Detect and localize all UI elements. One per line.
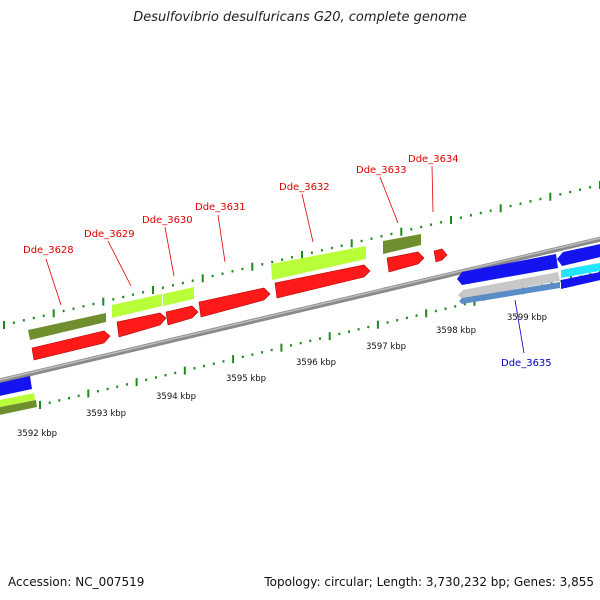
gene-block-cyan[interactable] — [561, 262, 600, 278]
gene-block-lime[interactable] — [163, 287, 194, 306]
gene-block-blue[interactable] — [561, 271, 600, 289]
gene-arrow-red[interactable] — [433, 248, 448, 263]
kbp-label: 3595 kbp — [226, 374, 266, 384]
reverse-strand-features — [0, 243, 600, 416]
kbp-label: 3597 kbp — [366, 342, 406, 352]
gene-label-dde-3635[interactable]: Dde_3635 — [501, 358, 552, 369]
gene-block-olive[interactable] — [28, 313, 106, 340]
gene-arrow-red[interactable] — [116, 312, 167, 338]
gene-label-dde-3628[interactable]: Dde_3628 — [23, 245, 74, 256]
gene-block-olive[interactable] — [383, 234, 421, 254]
gene-arrow-red[interactable] — [274, 264, 371, 299]
gene-block-lime[interactable] — [0, 393, 35, 408]
genome-backbone-highlight — [0, 237, 600, 381]
gene-arrow-red[interactable] — [386, 251, 425, 273]
kbp-scale-labels: 3592 kbp 3593 kbp 3594 kbp 3595 kbp 3596… — [17, 313, 547, 439]
kbp-label: 3596 kbp — [296, 358, 336, 368]
gene-block-blue[interactable] — [0, 376, 32, 397]
gene-arrow-grey[interactable] — [458, 272, 560, 299]
gene-arrow-steel[interactable] — [459, 282, 560, 304]
gene-label-dde-3631[interactable]: Dde_3631 — [195, 202, 246, 213]
gene-label-dde-3634[interactable]: Dde_3634 — [408, 154, 459, 165]
forward-strand-features — [28, 234, 448, 361]
kbp-label: 3592 kbp — [17, 429, 57, 439]
gene-label-dde-3632[interactable]: Dde_3632 — [279, 182, 330, 193]
label-leaders — [45, 165, 434, 306]
gene-block-lime[interactable] — [112, 294, 162, 318]
kbp-label: 3599 kbp — [507, 313, 547, 323]
kbp-label: 3598 kbp — [436, 326, 476, 336]
gene-arrow-red[interactable] — [165, 305, 199, 326]
gene-label-dde-3629[interactable]: Dde_3629 — [84, 229, 135, 240]
accession-text: Accession: NC_007519 — [8, 575, 145, 589]
kbp-label: 3594 kbp — [156, 392, 196, 402]
map-title: Desulfovibrio desulfuricans G20, complet… — [133, 10, 467, 25]
gene-labels: Dde_3628 Dde_3629 Dde_3630 Dde_3631 Dde_… — [23, 154, 552, 369]
outer-tick-ring — [3, 181, 600, 329]
gene-arrow-red[interactable] — [31, 330, 111, 361]
gene-arrow-blue[interactable] — [557, 243, 600, 266]
gene-block-olive[interactable] — [0, 400, 37, 416]
genome-summary-text: Topology: circular; Length: 3,730,232 bp… — [264, 575, 594, 589]
gene-arrow-blue[interactable] — [457, 254, 558, 285]
gene-block-lime[interactable] — [271, 246, 366, 280]
label-leader-blue — [514, 299, 525, 354]
genome-backbone — [0, 236, 600, 384]
gene-label-dde-3630[interactable]: Dde_3630 — [142, 215, 193, 226]
gene-label-dde-3633[interactable]: Dde_3633 — [356, 165, 407, 176]
gene-arrow-red[interactable] — [198, 287, 271, 318]
kbp-label: 3593 kbp — [86, 409, 126, 419]
